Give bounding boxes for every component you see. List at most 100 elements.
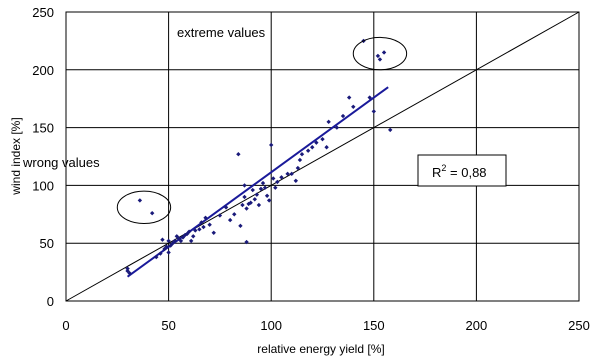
data-point bbox=[193, 228, 198, 233]
r2-value: = 0,88 bbox=[446, 165, 486, 180]
data-point bbox=[248, 200, 253, 205]
data-point bbox=[211, 230, 216, 235]
x-tick-labels: 0 50 100 150 200 250 bbox=[62, 318, 589, 333]
data-point bbox=[351, 104, 356, 109]
data-point bbox=[137, 198, 143, 203]
data-point bbox=[242, 183, 247, 188]
data-point bbox=[223, 205, 229, 210]
data-point bbox=[125, 266, 130, 271]
data-point bbox=[285, 171, 290, 177]
data-point bbox=[340, 113, 346, 119]
y-tick-label: 250 bbox=[32, 5, 54, 20]
data-point bbox=[297, 157, 303, 163]
x-tick-label: 200 bbox=[466, 318, 488, 333]
data-point bbox=[381, 50, 387, 55]
data-point bbox=[154, 254, 159, 260]
data-point bbox=[324, 145, 329, 150]
y-tick-label: 0 bbox=[47, 294, 54, 309]
data-point bbox=[310, 145, 315, 150]
data-point bbox=[252, 197, 257, 202]
data-point bbox=[293, 178, 299, 183]
data-point bbox=[158, 251, 163, 256]
data-point bbox=[295, 165, 301, 171]
y-tick-label: 50 bbox=[40, 236, 54, 251]
data-point bbox=[262, 185, 268, 190]
data-point bbox=[326, 119, 331, 125]
data-point bbox=[377, 57, 383, 62]
annotation-ellipses bbox=[116, 36, 408, 225]
y-tick-label: 100 bbox=[32, 178, 54, 193]
r2-annotation: R2 = 0,88 bbox=[432, 163, 487, 180]
data-point bbox=[160, 237, 165, 242]
y-axis-label: wind index [%] bbox=[9, 117, 23, 195]
data-point bbox=[346, 95, 352, 100]
data-point bbox=[191, 234, 196, 239]
y-tick-labels: 0 50 100 150 200 250 bbox=[32, 5, 54, 309]
data-point bbox=[367, 95, 372, 100]
annotation-ellipse bbox=[352, 36, 408, 71]
y-tick-label: 200 bbox=[32, 63, 54, 78]
x-tick-label: 150 bbox=[363, 318, 385, 333]
data-point bbox=[299, 151, 305, 157]
data-point bbox=[258, 186, 264, 192]
data-point bbox=[238, 223, 243, 229]
data-point bbox=[172, 238, 177, 244]
data-points bbox=[125, 38, 393, 276]
data-point bbox=[197, 227, 202, 232]
data-point bbox=[201, 224, 206, 230]
data-point bbox=[275, 179, 280, 185]
data-point bbox=[149, 210, 155, 216]
data-point bbox=[242, 194, 247, 200]
data-point bbox=[184, 231, 190, 237]
annotation-extreme-values: extreme values bbox=[177, 25, 266, 40]
r2-label: R bbox=[432, 165, 441, 180]
data-point bbox=[273, 185, 278, 190]
data-point bbox=[127, 271, 132, 276]
data-point bbox=[314, 140, 319, 145]
data-point bbox=[320, 136, 325, 142]
data-point bbox=[269, 142, 274, 148]
data-point bbox=[264, 193, 270, 199]
data-point bbox=[164, 244, 169, 249]
data-point bbox=[254, 192, 260, 197]
data-point bbox=[289, 171, 294, 177]
data-point bbox=[266, 198, 272, 203]
annotation-wrong-values: wrong values bbox=[22, 155, 100, 170]
data-point bbox=[334, 125, 340, 130]
diagonal-line-group bbox=[65, 11, 580, 302]
data-point bbox=[166, 238, 171, 244]
data-point bbox=[388, 127, 393, 133]
data-point bbox=[188, 238, 194, 244]
data-point bbox=[217, 213, 223, 218]
data-point bbox=[199, 220, 204, 225]
data-point bbox=[186, 229, 192, 234]
x-tick-label: 0 bbox=[62, 318, 69, 333]
data-point bbox=[244, 206, 249, 211]
y-tick-label: 150 bbox=[32, 121, 54, 136]
data-point bbox=[256, 202, 262, 208]
data-point bbox=[178, 238, 184, 244]
data-point bbox=[271, 176, 276, 181]
diagonal-line bbox=[65, 11, 580, 302]
data-point bbox=[375, 53, 381, 59]
data-point bbox=[125, 268, 130, 274]
data-point bbox=[250, 187, 255, 193]
x-tick-label: 50 bbox=[161, 318, 175, 333]
grid bbox=[66, 12, 579, 301]
x-tick-label: 100 bbox=[260, 318, 282, 333]
data-point bbox=[232, 212, 237, 217]
r2-box bbox=[417, 154, 507, 187]
data-point bbox=[203, 215, 208, 220]
x-tick-label: 250 bbox=[568, 318, 590, 333]
x-axis-label: relative energy yield [%] bbox=[257, 342, 384, 356]
data-point bbox=[207, 222, 212, 227]
data-point bbox=[244, 239, 249, 245]
data-point bbox=[236, 151, 241, 157]
annotation-ellipse bbox=[116, 190, 172, 225]
data-point bbox=[166, 250, 171, 255]
data-point bbox=[240, 202, 245, 208]
r2-superscript: 2 bbox=[441, 163, 446, 173]
data-point bbox=[371, 109, 376, 114]
data-point bbox=[227, 217, 233, 223]
